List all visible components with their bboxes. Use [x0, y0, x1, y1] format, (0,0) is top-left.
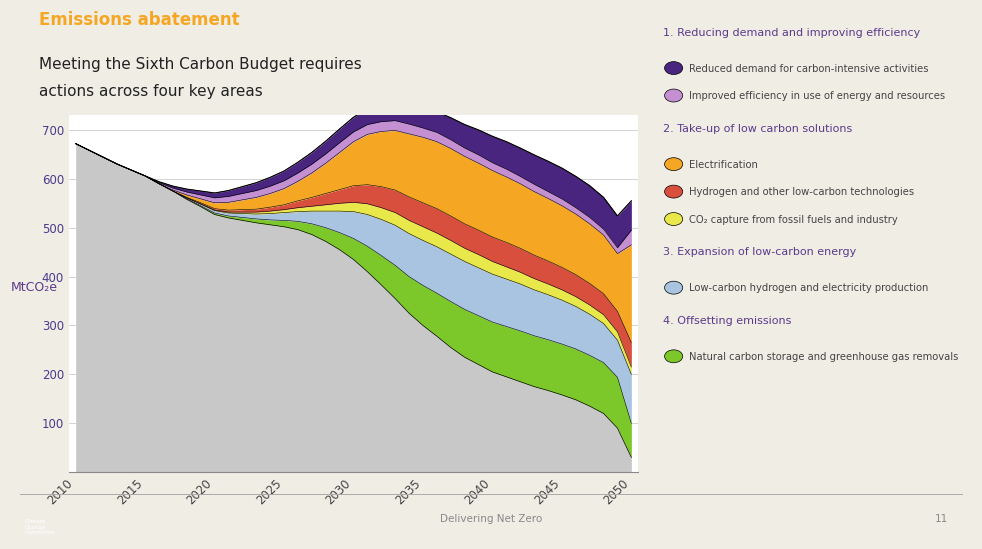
Text: 3. Expansion of low-carbon energy: 3. Expansion of low-carbon energy — [663, 247, 856, 257]
Text: 1. Reducing demand and improving efficiency: 1. Reducing demand and improving efficie… — [663, 27, 920, 38]
Circle shape — [665, 185, 682, 198]
Circle shape — [665, 212, 682, 226]
Text: Delivering Net Zero: Delivering Net Zero — [440, 513, 542, 524]
Text: Hydrogen and other low-carbon technologies: Hydrogen and other low-carbon technologi… — [689, 187, 914, 197]
Text: Low-carbon hydrogen and electricity production: Low-carbon hydrogen and electricity prod… — [689, 283, 929, 293]
Circle shape — [665, 61, 682, 75]
Text: Emissions abatement: Emissions abatement — [39, 10, 240, 29]
Text: Reduced demand for carbon-intensive activities: Reduced demand for carbon-intensive acti… — [689, 64, 929, 74]
Text: CO₂ capture from fossil fuels and industry: CO₂ capture from fossil fuels and indust… — [689, 215, 899, 225]
Text: Natural carbon storage and greenhouse gas removals: Natural carbon storage and greenhouse ga… — [689, 352, 958, 362]
Text: Climate
Change
Committee: Climate Change Committee — [25, 519, 55, 535]
Y-axis label: MtCO₂e: MtCO₂e — [11, 281, 58, 294]
Circle shape — [665, 158, 682, 171]
Text: Electrification: Electrification — [689, 160, 758, 170]
Text: 2. Take-up of low carbon solutions: 2. Take-up of low carbon solutions — [663, 124, 852, 134]
Circle shape — [665, 281, 682, 294]
Circle shape — [665, 89, 682, 102]
Circle shape — [665, 350, 682, 363]
Text: 4. Offsetting emissions: 4. Offsetting emissions — [663, 316, 791, 326]
Text: Improved efficiency in use of energy and resources: Improved efficiency in use of energy and… — [689, 91, 946, 101]
Text: 11: 11 — [935, 513, 948, 524]
Text: Meeting the Sixth Carbon Budget requires: Meeting the Sixth Carbon Budget requires — [39, 57, 362, 71]
Text: actions across four key areas: actions across four key areas — [39, 84, 263, 99]
